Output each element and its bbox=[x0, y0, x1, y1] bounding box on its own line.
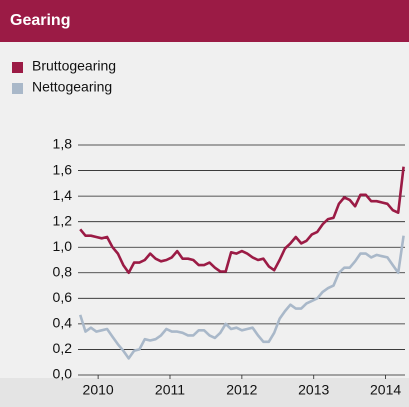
x-axis-band bbox=[0, 378, 409, 407]
y-tick-label: 0,0 bbox=[53, 366, 73, 382]
chart-title: Gearing bbox=[10, 12, 70, 29]
legend-label: Nettogearing bbox=[32, 79, 112, 95]
header-bar bbox=[0, 0, 409, 42]
y-tick-label: 1,0 bbox=[53, 238, 73, 254]
legend-swatch bbox=[12, 83, 23, 94]
y-tick-label: 0,4 bbox=[53, 315, 73, 331]
y-tick-label: 0,8 bbox=[53, 263, 73, 279]
x-tick-label: 2010 bbox=[83, 382, 114, 398]
y-tick-label: 1,4 bbox=[53, 187, 73, 203]
y-tick-label: 0,2 bbox=[53, 340, 73, 356]
legend-label: Bruttogearing bbox=[32, 58, 116, 74]
series-line bbox=[79, 166, 405, 275]
x-tick-label: 2013 bbox=[298, 382, 329, 398]
x-tick-label: 2012 bbox=[226, 382, 257, 398]
y-tick-label: 1,6 bbox=[53, 161, 73, 177]
y-tick-label: 0,6 bbox=[53, 289, 73, 305]
y-tick-label: 1,2 bbox=[53, 212, 73, 228]
y-tick-label: 1,8 bbox=[53, 136, 73, 152]
x-tick-label: 2011 bbox=[155, 382, 185, 398]
legend-swatch bbox=[12, 62, 23, 73]
series-line bbox=[78, 235, 405, 360]
x-tick-label: 2014 bbox=[370, 382, 401, 398]
